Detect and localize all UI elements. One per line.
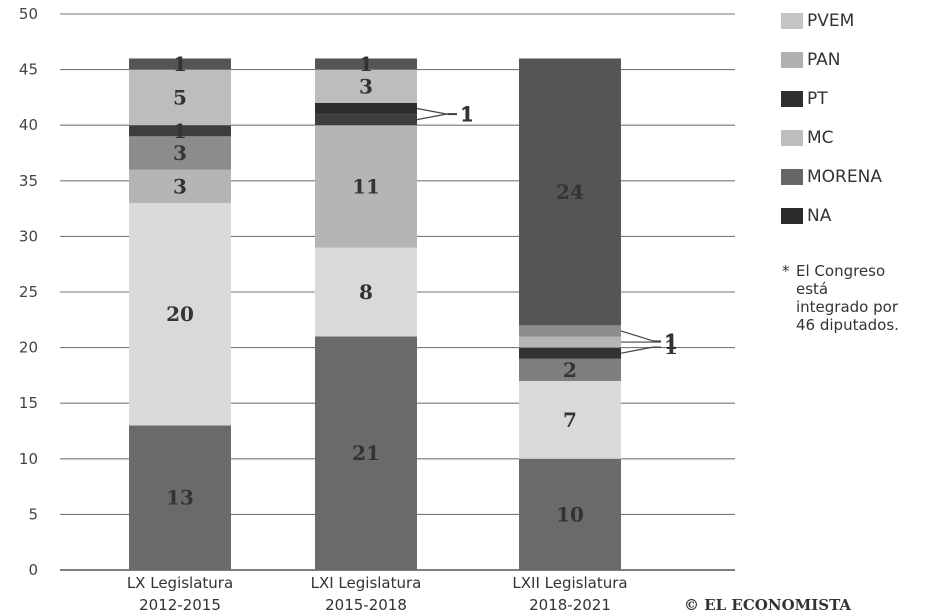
footnote-line: 46 diputados. <box>796 316 899 334</box>
segment-value-label: 3 <box>359 74 373 98</box>
bar-segment <box>315 69 417 103</box>
footnote-star: * <box>782 262 790 280</box>
bar-segment <box>519 347 621 359</box>
segment-value-label: 1 <box>664 335 678 359</box>
y-tick-label: 5 <box>28 505 38 523</box>
legend-label: PT <box>807 89 828 109</box>
segment-value-label: 1 <box>664 329 678 353</box>
segment-value-label: 8 <box>359 280 373 304</box>
segment-value-label: 7 <box>563 408 577 432</box>
callout-leader <box>620 346 661 354</box>
callout-leader <box>620 330 661 342</box>
bar-segment <box>315 336 417 570</box>
legend-swatch <box>781 169 803 185</box>
segment-value-label: 13 <box>166 486 194 510</box>
footnote-line: El Congreso <box>796 262 886 280</box>
bar-segment <box>519 58 621 326</box>
legend-item: MORENA <box>781 166 882 188</box>
x-category-label: 2018-2021 <box>529 596 611 614</box>
callout-leader <box>416 113 457 121</box>
bar-segment <box>519 336 621 348</box>
bar-segment <box>519 358 621 381</box>
legend-label: MORENA <box>807 167 882 187</box>
legend-swatch <box>781 130 803 146</box>
segment-value-label: 3 <box>173 174 187 198</box>
segment-value-label: 5 <box>173 85 187 109</box>
y-tick-label: 30 <box>19 227 38 245</box>
legend-swatch <box>781 208 803 224</box>
legend-swatch <box>781 13 803 29</box>
bar-segment <box>519 325 621 337</box>
x-category-label: LXI Legislatura <box>311 574 422 592</box>
legend-label: MC <box>807 128 834 148</box>
bar-segment <box>519 380 621 459</box>
segment-value-label: 1 <box>460 103 474 127</box>
segment-value-label: 1 <box>173 119 187 143</box>
segment-value-label: 10 <box>556 502 584 526</box>
segment-value-label: 21 <box>352 441 380 465</box>
footnote-line: está <box>796 280 829 298</box>
y-tick-label: 20 <box>19 339 38 357</box>
x-category-label: 2015-2018 <box>325 596 407 614</box>
legend-label: PVEM <box>807 11 855 31</box>
y-tick-label: 15 <box>19 394 38 412</box>
segment-value-label: 20 <box>166 302 194 326</box>
segment-value-label: 24 <box>556 180 584 204</box>
bar-segment <box>129 136 231 170</box>
callout-leader <box>416 107 457 116</box>
segment-value-label: 3 <box>173 141 187 165</box>
segment-value-label: 11 <box>352 174 380 198</box>
bar-segment <box>315 247 417 337</box>
segment-value-label: 1 <box>173 52 187 76</box>
legend-label: NA <box>807 206 832 226</box>
x-category-label: 2012-2015 <box>139 596 221 614</box>
bar-segment <box>129 58 231 70</box>
legend-item: NA <box>781 205 831 227</box>
legend-swatch <box>781 52 803 68</box>
footnote: * El Congreso está integrado por 46 dipu… <box>782 262 950 334</box>
bar-segment <box>129 203 231 426</box>
y-tick-label: 0 <box>28 561 38 579</box>
legend-item: PAN <box>781 49 841 71</box>
legend-item: PT <box>781 88 828 110</box>
bar-segment <box>129 69 231 126</box>
legend-item: PVEM <box>781 10 854 32</box>
legend-item: MC <box>781 127 834 149</box>
legend-swatch <box>781 91 803 107</box>
bar-segment <box>129 169 231 204</box>
bar-segment <box>315 58 417 70</box>
y-axis: 0 5 10 15 20 25 30 35 40 45 50 <box>19 5 38 579</box>
bars <box>129 58 621 570</box>
bar-segment <box>129 425 231 570</box>
bar-segment <box>315 125 417 248</box>
x-category-label: LX Legislatura <box>127 574 233 592</box>
legend-label: PAN <box>807 50 841 70</box>
segment-value-label: 1 <box>664 330 678 354</box>
footnote-line: integrado por <box>796 298 898 316</box>
segment-value-label: 2 <box>563 358 577 382</box>
y-tick-label: 50 <box>19 5 38 23</box>
x-category-label: LXII Legislatura <box>512 574 627 592</box>
bar-segment <box>129 125 231 137</box>
bar-segment <box>315 114 417 126</box>
y-tick-label: 25 <box>19 283 38 301</box>
bar-segment <box>519 458 621 570</box>
y-tick-label: 35 <box>19 172 38 190</box>
x-axis: LX Legislatura 2012-2015 LXI Legislatura 20… <box>127 574 628 614</box>
y-tick-label: 10 <box>19 450 38 468</box>
bar-segment <box>315 102 417 115</box>
y-tick-label: 40 <box>19 116 38 134</box>
segment-value-label: 1 <box>359 52 373 76</box>
y-tick-label: 45 <box>19 61 38 79</box>
segment-value-label: 1 <box>460 102 474 126</box>
brand-credit: © EL ECONOMISTA <box>684 596 852 614</box>
